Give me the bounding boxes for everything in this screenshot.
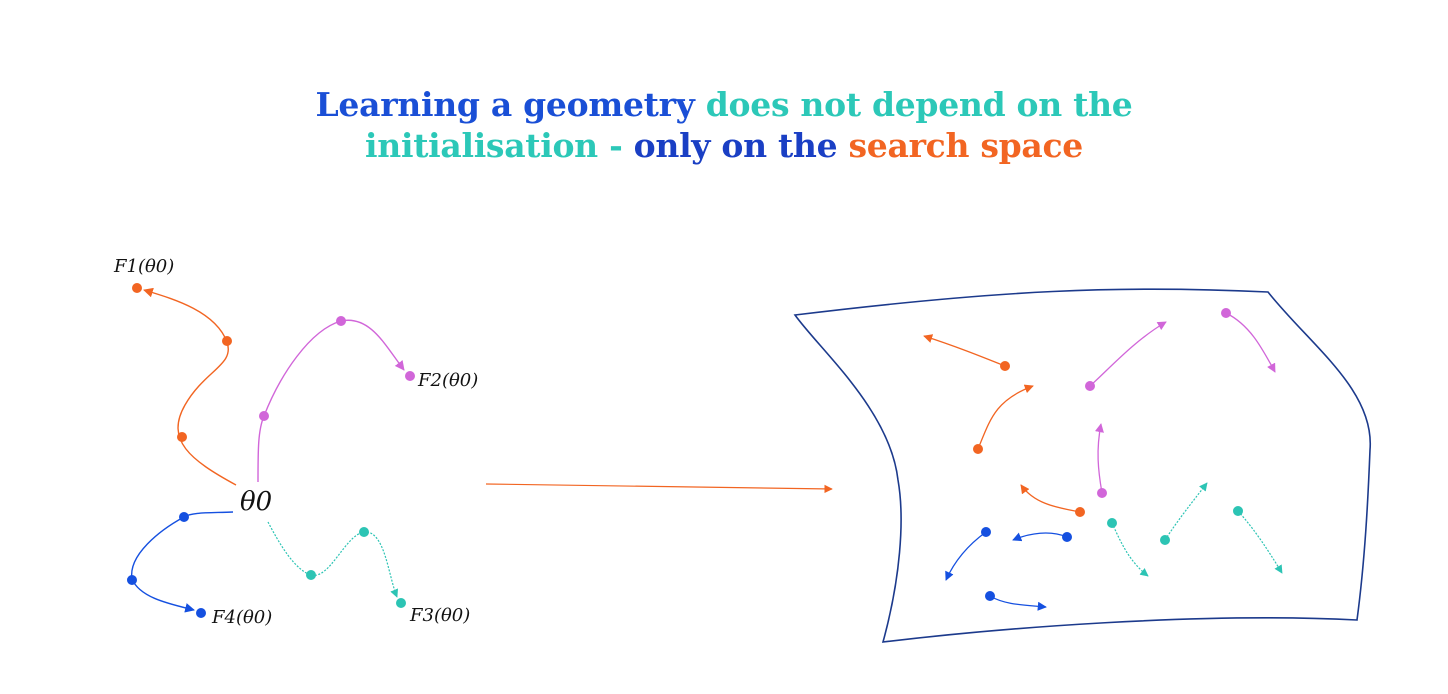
orange-vector-2-arrow bbox=[977, 384, 1034, 450]
trajectory-f1-endpoint bbox=[132, 283, 142, 293]
transition-arrow bbox=[485, 483, 833, 494]
f1-label: F1(θ0) bbox=[113, 256, 174, 277]
search-space-surface bbox=[793, 288, 1371, 643]
magenta-vector-1-point bbox=[1085, 381, 1095, 391]
title-part-learning-geometry: Learning a geometry bbox=[315, 85, 695, 124]
title-line-2: initialisation - only on the search spac… bbox=[0, 125, 1448, 166]
magenta-vector-3 bbox=[1094, 423, 1107, 498]
trajectory-f2-magenta bbox=[257, 316, 415, 483]
blue-vector-2-arrow bbox=[1012, 532, 1068, 542]
title-part-only-on-the: only on the bbox=[633, 126, 838, 165]
teal-vector-3 bbox=[1233, 506, 1283, 574]
title-line-1: Learning a geometry does not depend on t… bbox=[0, 84, 1448, 125]
magenta-vector-2-arrow bbox=[1225, 312, 1276, 373]
trajectory-f4-point-1 bbox=[179, 512, 189, 522]
search-space-outline bbox=[793, 288, 1371, 643]
teal-vector-3-point bbox=[1233, 506, 1243, 516]
teal-vector-1 bbox=[1107, 518, 1149, 577]
f2-label: F2(θ0) bbox=[417, 370, 478, 391]
blue-vector-1-arrow bbox=[945, 531, 987, 581]
trajectory-f2-point-1 bbox=[259, 411, 269, 421]
trajectory-f4-point-2 bbox=[127, 575, 137, 585]
teal-vector-2-point bbox=[1160, 535, 1170, 545]
blue-vector-3-arrow bbox=[989, 595, 1047, 611]
blue-vector-3 bbox=[985, 591, 1047, 611]
trajectory-f4-curve bbox=[131, 511, 234, 613]
magenta-vector-1 bbox=[1085, 321, 1167, 391]
trajectory-f1-orange bbox=[132, 283, 237, 486]
title-part-search-space: search space bbox=[848, 126, 1084, 165]
teal-vector-2 bbox=[1160, 482, 1208, 545]
blue-vector-1 bbox=[945, 527, 991, 581]
blue-vector-2 bbox=[1012, 532, 1072, 542]
trajectory-f1-point-2 bbox=[222, 336, 232, 346]
blue-vector-1-point bbox=[981, 527, 991, 537]
teal-vector-2-arrow bbox=[1164, 482, 1208, 541]
trajectory-f4-blue bbox=[127, 511, 234, 618]
trajectory-f2-point-2 bbox=[336, 316, 346, 326]
magenta-vector-1-arrow bbox=[1089, 321, 1167, 387]
magenta-vector-3-point bbox=[1097, 488, 1107, 498]
trajectory-f3-curve bbox=[267, 521, 399, 598]
teal-vector-3-arrow bbox=[1237, 510, 1283, 574]
trajectory-f1-curve bbox=[143, 287, 237, 486]
blue-vector-2-point bbox=[1062, 532, 1072, 542]
orange-vector-2 bbox=[973, 384, 1034, 454]
left-trajectories: θ0 F1(θ0) F2(θ0) F3(θ0) F4(θ0) bbox=[113, 256, 478, 628]
magenta-vector-2-point bbox=[1221, 308, 1231, 318]
trajectory-f3-endpoint bbox=[396, 598, 406, 608]
title-part-initialisation: initialisation - bbox=[365, 126, 623, 165]
trajectory-f3-point-1 bbox=[306, 570, 316, 580]
diagram-title: Learning a geometry does not depend on t… bbox=[0, 84, 1448, 166]
magenta-vector-2 bbox=[1221, 308, 1276, 373]
magenta-vector-3-arrow bbox=[1094, 423, 1104, 494]
orange-vector-1 bbox=[923, 334, 1010, 371]
trajectory-f2-curve bbox=[257, 319, 405, 483]
trajectory-f3-teal bbox=[267, 521, 406, 608]
f3-label: F3(θ0) bbox=[409, 605, 470, 626]
f4-label: F4(θ0) bbox=[211, 607, 272, 628]
orange-vector-1-point bbox=[1000, 361, 1010, 371]
teal-vector-1-arrow bbox=[1111, 522, 1149, 577]
teal-vector-1-point bbox=[1107, 518, 1117, 528]
trajectory-f4-endpoint bbox=[196, 608, 206, 618]
trajectory-f1-point-1 bbox=[177, 432, 187, 442]
title-part-does-not-depend: does not depend on the bbox=[705, 85, 1133, 124]
theta0-label: θ0 bbox=[240, 487, 272, 517]
trajectory-f3-point-2 bbox=[359, 527, 369, 537]
orange-vector-3 bbox=[1020, 484, 1085, 517]
orange-vector-3-point bbox=[1075, 507, 1085, 517]
blue-vector-3-point bbox=[985, 591, 995, 601]
trajectory-f2-endpoint bbox=[405, 371, 415, 381]
orange-vector-1-arrow bbox=[923, 334, 1006, 367]
orange-vector-3-arrow bbox=[1020, 484, 1081, 513]
orange-vector-2-point bbox=[973, 444, 983, 454]
